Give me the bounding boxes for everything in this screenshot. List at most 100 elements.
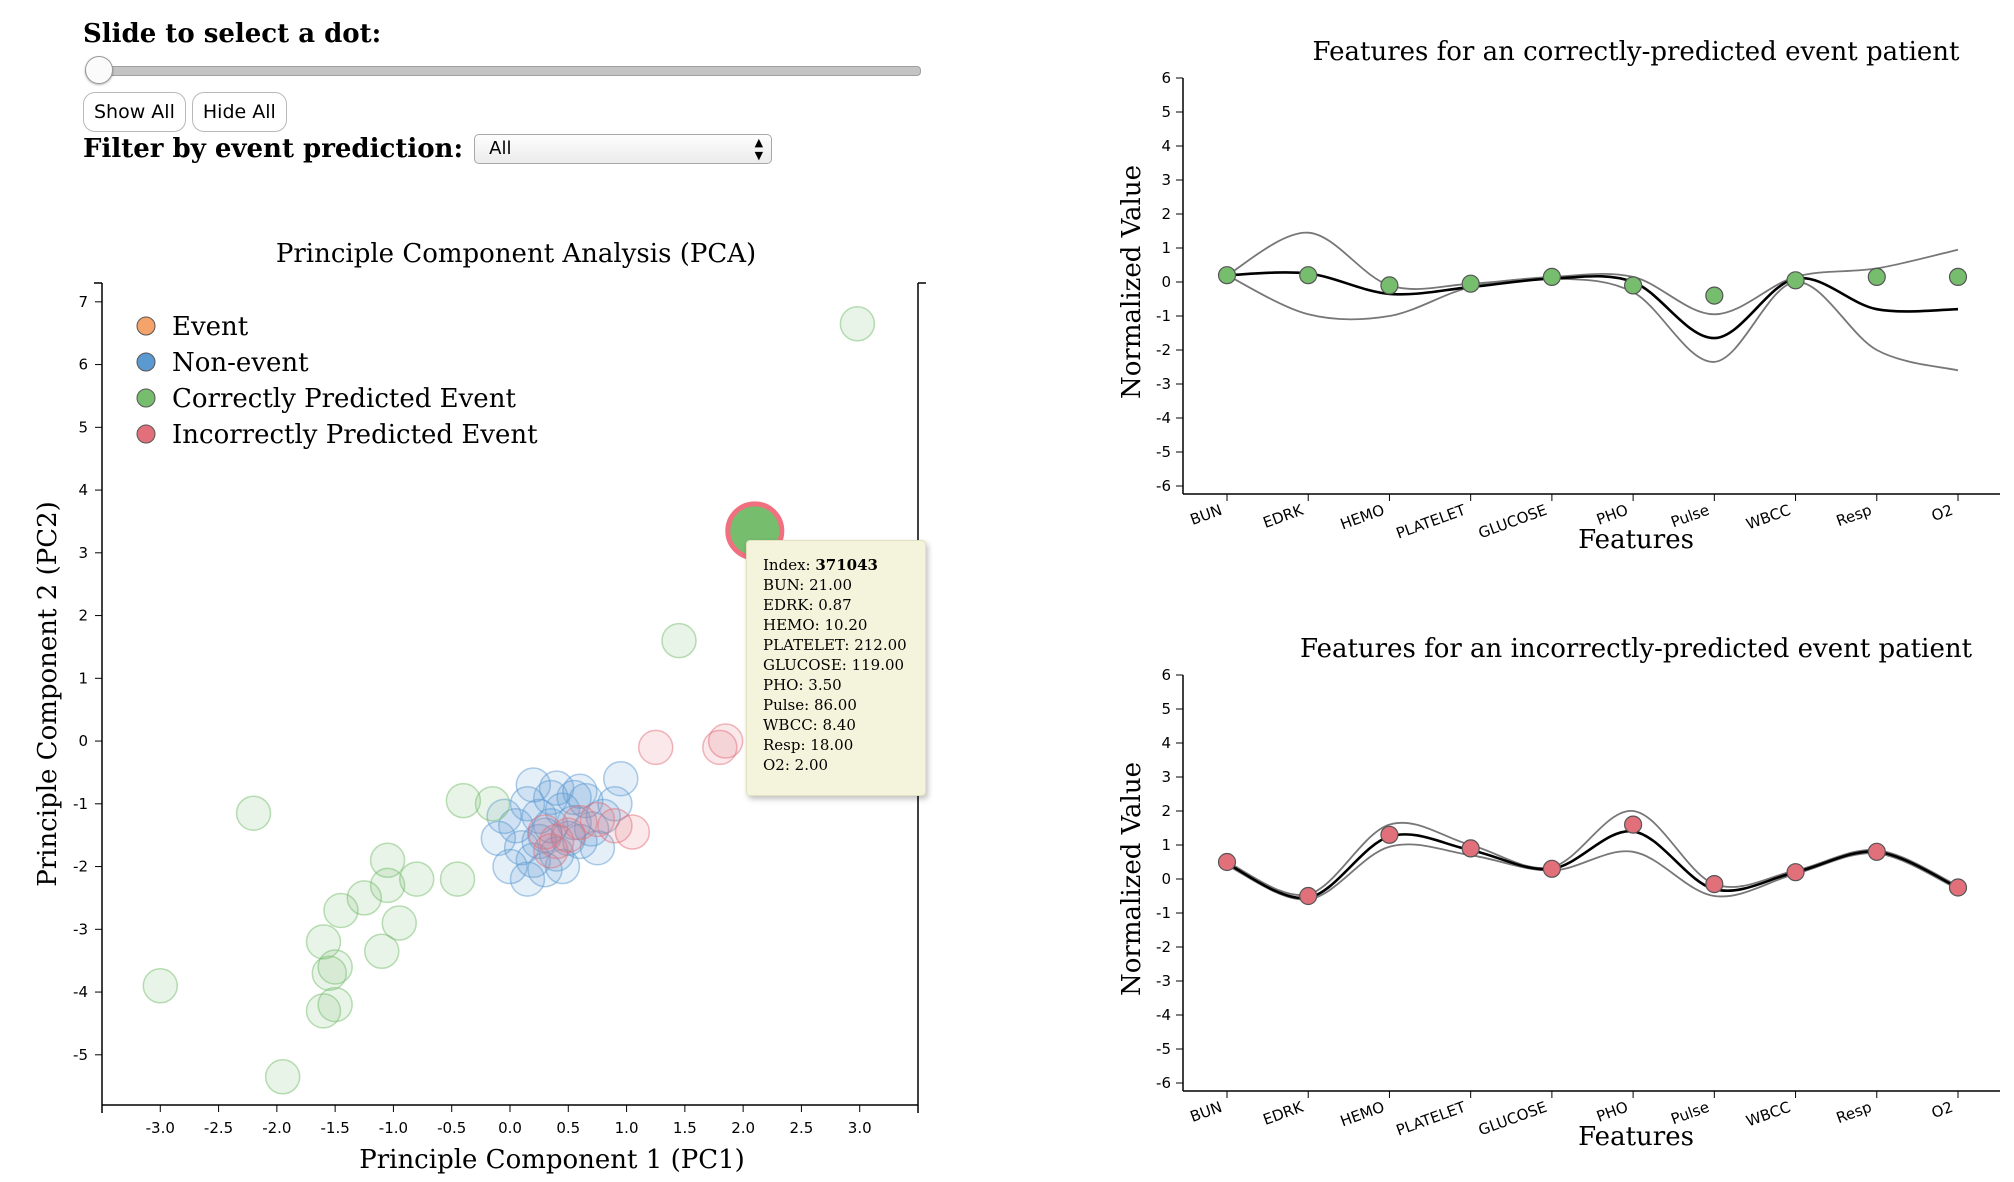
slider-thumb[interactable] bbox=[85, 56, 113, 84]
slider-label: Slide to select a dot: bbox=[83, 19, 382, 49]
prediction-filter-select[interactable]: All ▲ ▼ bbox=[474, 134, 773, 164]
y-tick-label: 3 bbox=[1161, 768, 1171, 786]
tooltip-line: WBCC: 8.40 bbox=[763, 716, 856, 734]
legend-label: Event bbox=[172, 312, 249, 342]
x-tick-label: O2 bbox=[1929, 1098, 1955, 1122]
y-tick-label: 5 bbox=[1161, 103, 1171, 121]
lower-bound-line bbox=[1226, 274, 1959, 372]
y-tick-label: 0 bbox=[1161, 273, 1171, 291]
y-tick-label: -1 bbox=[73, 795, 88, 813]
y-tick-label: -3 bbox=[1156, 375, 1171, 393]
y-tick-label: 6 bbox=[78, 356, 88, 374]
x-tick-label: -2.5 bbox=[204, 1119, 233, 1137]
y-tick-label: 2 bbox=[1161, 205, 1171, 223]
y-tick-label: 7 bbox=[78, 293, 88, 311]
scatter-point bbox=[602, 760, 639, 797]
patient-point bbox=[1461, 274, 1480, 293]
scatter-point bbox=[839, 306, 876, 342]
scatter-point bbox=[707, 723, 744, 759]
x-tick-label: -3.0 bbox=[146, 1119, 175, 1137]
scatter-point bbox=[235, 795, 272, 831]
hide-all-button[interactable]: Hide All bbox=[191, 92, 287, 132]
y-tick-label: -2 bbox=[73, 858, 88, 876]
y-tick-label: 6 bbox=[1161, 69, 1171, 87]
x-tick-label: -1.5 bbox=[321, 1119, 350, 1137]
scatter-point bbox=[702, 729, 738, 766]
y-tick-label: -4 bbox=[1156, 409, 1171, 427]
scatter-point bbox=[474, 786, 511, 822]
scatter-point bbox=[317, 986, 353, 1023]
x-tick-label: 2.5 bbox=[789, 1119, 813, 1137]
tooltip-line: GLUCOSE: 119.00 bbox=[763, 656, 905, 674]
y-tick-label: -6 bbox=[1156, 1074, 1171, 1092]
patient-point bbox=[1624, 276, 1643, 295]
scatter-point bbox=[538, 823, 575, 860]
legend-swatch bbox=[136, 316, 156, 336]
button-row: Show All Hide All bbox=[83, 92, 293, 132]
filter-row: Filter by event prediction: All ▲ ▼ bbox=[83, 134, 773, 164]
y-tick-label: -3 bbox=[1156, 972, 1171, 990]
patient-point bbox=[1705, 286, 1724, 305]
x-tick-label: EDRK bbox=[1261, 500, 1307, 531]
mean-line bbox=[1226, 830, 1959, 900]
patient-point bbox=[1299, 886, 1318, 906]
scatter-point bbox=[562, 804, 598, 841]
legend-swatch bbox=[136, 424, 156, 444]
patient-point bbox=[1542, 859, 1561, 878]
scatter-point bbox=[538, 770, 575, 806]
y-tick-label: 2 bbox=[78, 607, 88, 625]
scatter-point bbox=[264, 1059, 301, 1095]
x-tick-label: GLUCOSE bbox=[1476, 501, 1549, 542]
scatter-point bbox=[614, 814, 651, 850]
x-axis-label: Features bbox=[1578, 1122, 1694, 1152]
tooltip-line: Resp: 18.00 bbox=[763, 736, 854, 754]
patient-point bbox=[1867, 267, 1886, 286]
tooltip-line: EDRK: 0.87 bbox=[763, 596, 852, 614]
scatter-point bbox=[381, 905, 418, 941]
tooltip-line: HEMO: 10.20 bbox=[763, 616, 868, 634]
chart-title: Principle Component Analysis (PCA) bbox=[276, 239, 756, 269]
y-tick-label: -3 bbox=[73, 920, 88, 938]
y-tick-label: -5 bbox=[73, 1046, 88, 1064]
pca-scatter-chart: Principle Component Analysis (PCA) -3.0 -2… bbox=[33, 239, 926, 1175]
y-tick-label: -6 bbox=[1156, 477, 1171, 495]
dot-tooltip: Index: 371043 BUN: 21.00 EDRK: 0.87 HEMO… bbox=[746, 540, 926, 796]
patient-point bbox=[1705, 874, 1724, 894]
y-tick-label: 3 bbox=[78, 544, 88, 562]
x-tick-label: HEMO bbox=[1338, 501, 1387, 533]
y-tick-label: -2 bbox=[1156, 341, 1171, 359]
scatter-point bbox=[369, 867, 406, 904]
scatter-point bbox=[661, 622, 697, 659]
y-tick-label: 1 bbox=[1161, 239, 1171, 257]
patient-point bbox=[1380, 825, 1399, 844]
scatter-point bbox=[492, 848, 528, 885]
x-tick-label: 2.0 bbox=[731, 1119, 755, 1137]
x-tick-label: GLUCOSE bbox=[1476, 1098, 1549, 1139]
x-axis-label: Principle Component 1 (PC1) bbox=[359, 1145, 745, 1175]
y-tick-label: 0 bbox=[78, 732, 88, 750]
scatter-point bbox=[369, 842, 406, 879]
x-tick-label: -1.0 bbox=[379, 1119, 408, 1137]
y-tick-label: 1 bbox=[78, 669, 88, 687]
y-tick-label: 0 bbox=[1161, 870, 1171, 888]
y-tick-label: -1 bbox=[1156, 904, 1171, 922]
y-tick-label: -1 bbox=[1156, 307, 1171, 325]
patient-point bbox=[1217, 266, 1237, 285]
x-tick-label: 1.0 bbox=[615, 1119, 639, 1137]
tooltip-index-label: Index: bbox=[763, 556, 811, 574]
tooltip-line: Pulse: 86.00 bbox=[763, 696, 857, 714]
y-tick-label: 5 bbox=[1161, 700, 1171, 718]
x-tick-label: HEMO bbox=[1338, 1098, 1387, 1130]
x-tick-label: Resp bbox=[1834, 501, 1874, 530]
y-tick-label: -4 bbox=[1156, 1006, 1171, 1024]
show-all-button[interactable]: Show All bbox=[83, 92, 186, 132]
x-tick-label: 3.0 bbox=[848, 1119, 872, 1137]
filter-selected-value: All bbox=[489, 138, 512, 159]
y-tick-label: 2 bbox=[1161, 802, 1171, 820]
scatter-point bbox=[398, 861, 435, 897]
tooltip-line: PLATELET: 212.00 bbox=[763, 636, 907, 654]
scatter-point bbox=[439, 861, 476, 897]
y-tick-label: 4 bbox=[1161, 734, 1171, 752]
x-tick-label: BUN bbox=[1188, 501, 1225, 529]
